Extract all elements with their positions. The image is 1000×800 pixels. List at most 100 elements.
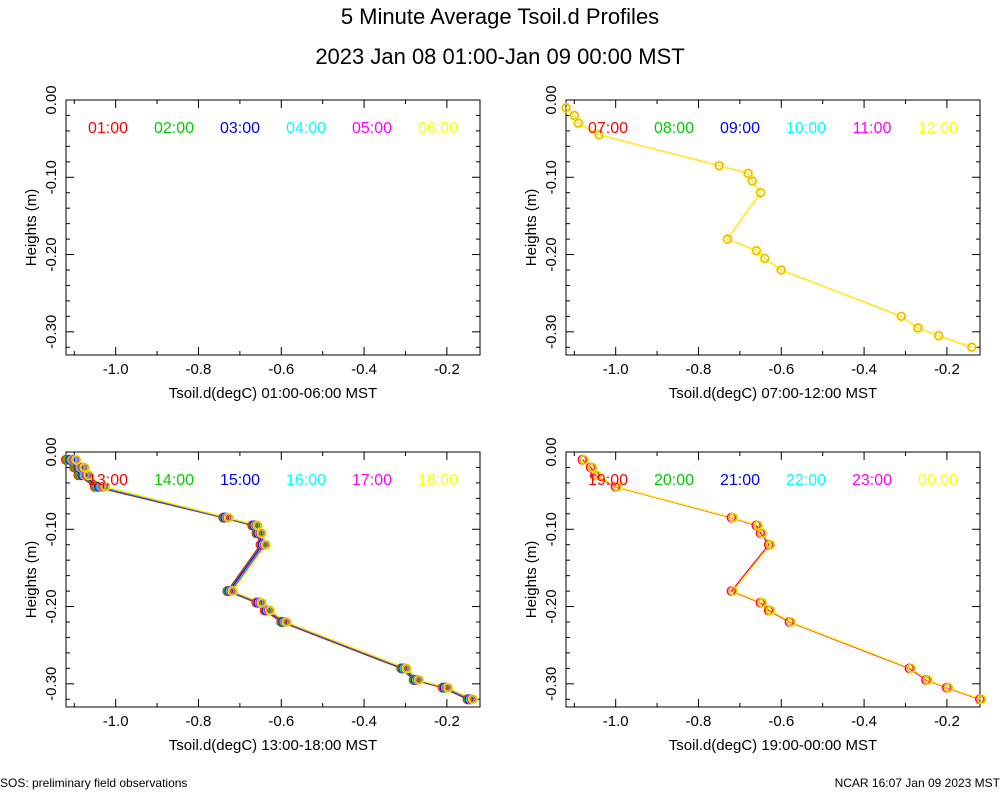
series-line-1500: [69, 459, 470, 700]
legend-entry: 11:00: [853, 120, 892, 137]
legend-entry: 18:00: [418, 472, 458, 489]
x-tick-label: -0.6: [268, 713, 294, 730]
y-tick-label: -0.10: [543, 160, 560, 194]
data-point-outline: [257, 598, 266, 607]
legend-entry: 09:00: [720, 120, 760, 137]
data-point-outline: [723, 234, 732, 244]
data-point-outline: [561, 103, 571, 112]
data-point-outline: [766, 540, 775, 549]
legend-entry: 04:00: [286, 120, 326, 137]
chart-panel-1: -1.0 -0.8 -0.6 -0.4 -0.2 0.00 -0.10 -0.20 -0.30 T…: [23, 85, 481, 402]
data-point-outline: [752, 246, 761, 255]
data-point-outline: [787, 617, 796, 627]
data-point-outline: [944, 683, 953, 692]
data-point-outline: [101, 482, 110, 491]
data-point-outline: [748, 177, 757, 186]
legend-entry: 08:00: [654, 120, 694, 137]
data-point-outline: [402, 664, 411, 673]
x-axis-label: Tsoil.d(degC) 13:00-18:00 MST: [169, 737, 377, 754]
y-tick-label: 0.00: [43, 437, 60, 466]
legend-entry: 02:00: [154, 120, 194, 137]
y-tick-label: -0.30: [543, 667, 560, 701]
series-line-1800: [75, 459, 474, 700]
data-point-outline: [261, 540, 271, 549]
y-axis-label: Heights (m): [23, 189, 40, 267]
data-point-outline: [84, 471, 93, 480]
x-tick-label: -0.8: [186, 713, 212, 730]
y-tick-label: -0.10: [43, 160, 60, 194]
data-point-outline: [766, 606, 775, 615]
data-point-outline: [897, 312, 906, 321]
data-point-outline: [468, 695, 478, 704]
legend-entry: 22:00: [786, 472, 826, 489]
series-line-1300: [65, 459, 468, 700]
series-line-2300: [582, 459, 982, 700]
y-tick-label: -0.30: [43, 315, 60, 349]
data-point-outline: [588, 463, 597, 472]
data-point-outline: [715, 161, 724, 170]
y-tick-label: -0.10: [543, 512, 560, 546]
series-line-1900: [582, 459, 981, 700]
data-point-outline: [934, 331, 943, 340]
legend-entry: 19:00: [588, 472, 628, 489]
legend-entry: 15:00: [220, 472, 260, 489]
x-tick-label: -0.6: [768, 713, 794, 730]
x-tick-label: -1.0: [103, 713, 129, 730]
legend-entry: 14:00: [154, 472, 194, 489]
chart-subtitle: 2023 Jan 08 01:00-Jan 09 00:00 MST: [315, 44, 685, 69]
legend-entry: 05:00: [352, 120, 392, 137]
data-point-outline: [907, 664, 916, 673]
legend-entry: 16:00: [286, 472, 326, 489]
x-tick-label: -0.6: [768, 361, 794, 378]
x-tick-label: -0.4: [351, 713, 377, 730]
data-point-outline: [744, 169, 753, 178]
data-point-outline: [224, 513, 233, 522]
legend-entry: 20:00: [654, 472, 694, 489]
data-point-outline: [758, 598, 767, 607]
data-point-outline: [613, 482, 622, 491]
data-point-outline: [729, 586, 738, 596]
data-point-outline: [266, 606, 275, 615]
legend-entry: 06:00: [418, 120, 458, 137]
legend-entry: 01:00: [88, 120, 128, 137]
plot-frame: [65, 99, 481, 356]
data-point-outline: [913, 323, 923, 333]
legend-entry: 21:00: [720, 472, 760, 489]
x-tick-label: -0.2: [934, 361, 960, 378]
data-point-outline: [570, 111, 579, 120]
x-tick-label: -0.4: [851, 713, 877, 730]
chart-title: 5 Minute Average Tsoil.d Profiles: [340, 4, 660, 29]
data-point-outline: [415, 675, 424, 685]
x-tick-label: -0.4: [851, 361, 877, 378]
plot-frame: [565, 99, 981, 356]
data-point-outline: [729, 513, 738, 522]
y-tick-label: 0.00: [543, 85, 560, 114]
legend-entry: 23:00: [852, 472, 892, 489]
data-point-outline: [760, 254, 769, 263]
data-point-outline: [967, 343, 976, 352]
data-point-outline: [72, 455, 81, 464]
y-axis-label: Heights (m): [523, 541, 540, 619]
data-point-outline: [777, 265, 786, 275]
y-tick-label: -0.20: [543, 237, 560, 271]
x-axis-label: Tsoil.d(degC) 19:00-00:00 MST: [669, 737, 877, 754]
y-tick-label: -0.20: [43, 237, 60, 271]
plot-frame: [565, 451, 981, 708]
x-tick-label: -1.0: [103, 361, 129, 378]
y-tick-label: -0.20: [543, 589, 560, 623]
y-tick-label: 0.00: [43, 85, 60, 114]
legend-entry: 17:00: [352, 472, 392, 489]
series-line-1400: [67, 459, 470, 700]
y-tick-label: -0.30: [543, 315, 560, 349]
series-line-1200: [565, 107, 972, 348]
y-tick-label: -0.10: [43, 512, 60, 546]
data-point-outline: [228, 586, 237, 596]
data-point-outline: [253, 521, 262, 530]
legend-entry: 12:00: [918, 120, 958, 137]
data-point-outline: [923, 675, 932, 685]
x-tick-label: -0.2: [434, 361, 460, 378]
x-tick-label: -0.8: [186, 361, 212, 378]
footer-note: SOS: preliminary field observations: [0, 776, 188, 790]
x-axis-label: Tsoil.d(degC) 01:00-06:00 MST: [169, 385, 377, 402]
